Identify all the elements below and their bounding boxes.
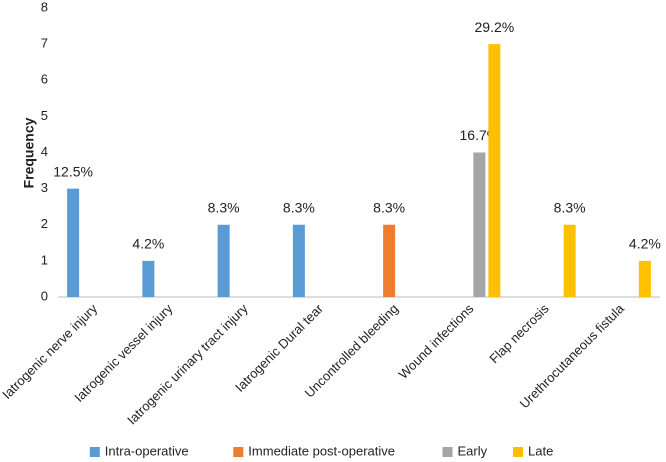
bar xyxy=(142,260,155,297)
bar xyxy=(383,224,396,297)
legend-label: Late xyxy=(528,443,553,458)
bar xyxy=(638,260,651,297)
data-label: 8.3% xyxy=(554,199,586,215)
legend-label: Immediate post-operative xyxy=(248,443,395,458)
y-tick-label: 8 xyxy=(41,0,48,14)
x-tick-label: Iatrogenic urinary tract injury xyxy=(124,301,251,428)
bar xyxy=(473,152,486,297)
data-label: 8.3% xyxy=(373,199,405,215)
y-tick-label: 7 xyxy=(41,36,48,51)
bar xyxy=(563,224,576,297)
legend-swatch xyxy=(233,447,244,457)
data-label: 4.2% xyxy=(132,236,164,252)
data-label: 8.3% xyxy=(208,199,240,215)
y-tick-label: 6 xyxy=(41,72,48,87)
y-tick-label: 5 xyxy=(41,108,48,123)
bar xyxy=(292,224,305,297)
bar xyxy=(488,44,501,297)
y-tick-label: 3 xyxy=(41,180,48,195)
y-axis-title: Frequency xyxy=(21,117,37,188)
legend-label: Intra-operative xyxy=(105,443,189,458)
data-label: 12.5% xyxy=(53,163,93,179)
data-label: 8.3% xyxy=(283,199,315,215)
x-tick-label: Flap necrosis xyxy=(486,301,552,367)
y-tick-label: 4 xyxy=(41,144,48,159)
legend-swatch xyxy=(89,447,100,457)
data-label: 4.2% xyxy=(629,236,661,252)
y-tick-label: 2 xyxy=(41,216,48,231)
bar xyxy=(217,224,230,297)
legend-swatch xyxy=(442,447,453,457)
x-tick-label: Wound infections xyxy=(395,301,476,382)
bar xyxy=(67,188,80,297)
y-tick-label: 1 xyxy=(41,252,48,267)
legend-swatch xyxy=(513,447,523,457)
legend-label: Early xyxy=(458,443,488,458)
data-label: 29.2% xyxy=(475,19,515,35)
y-tick-label: 0 xyxy=(41,288,48,303)
